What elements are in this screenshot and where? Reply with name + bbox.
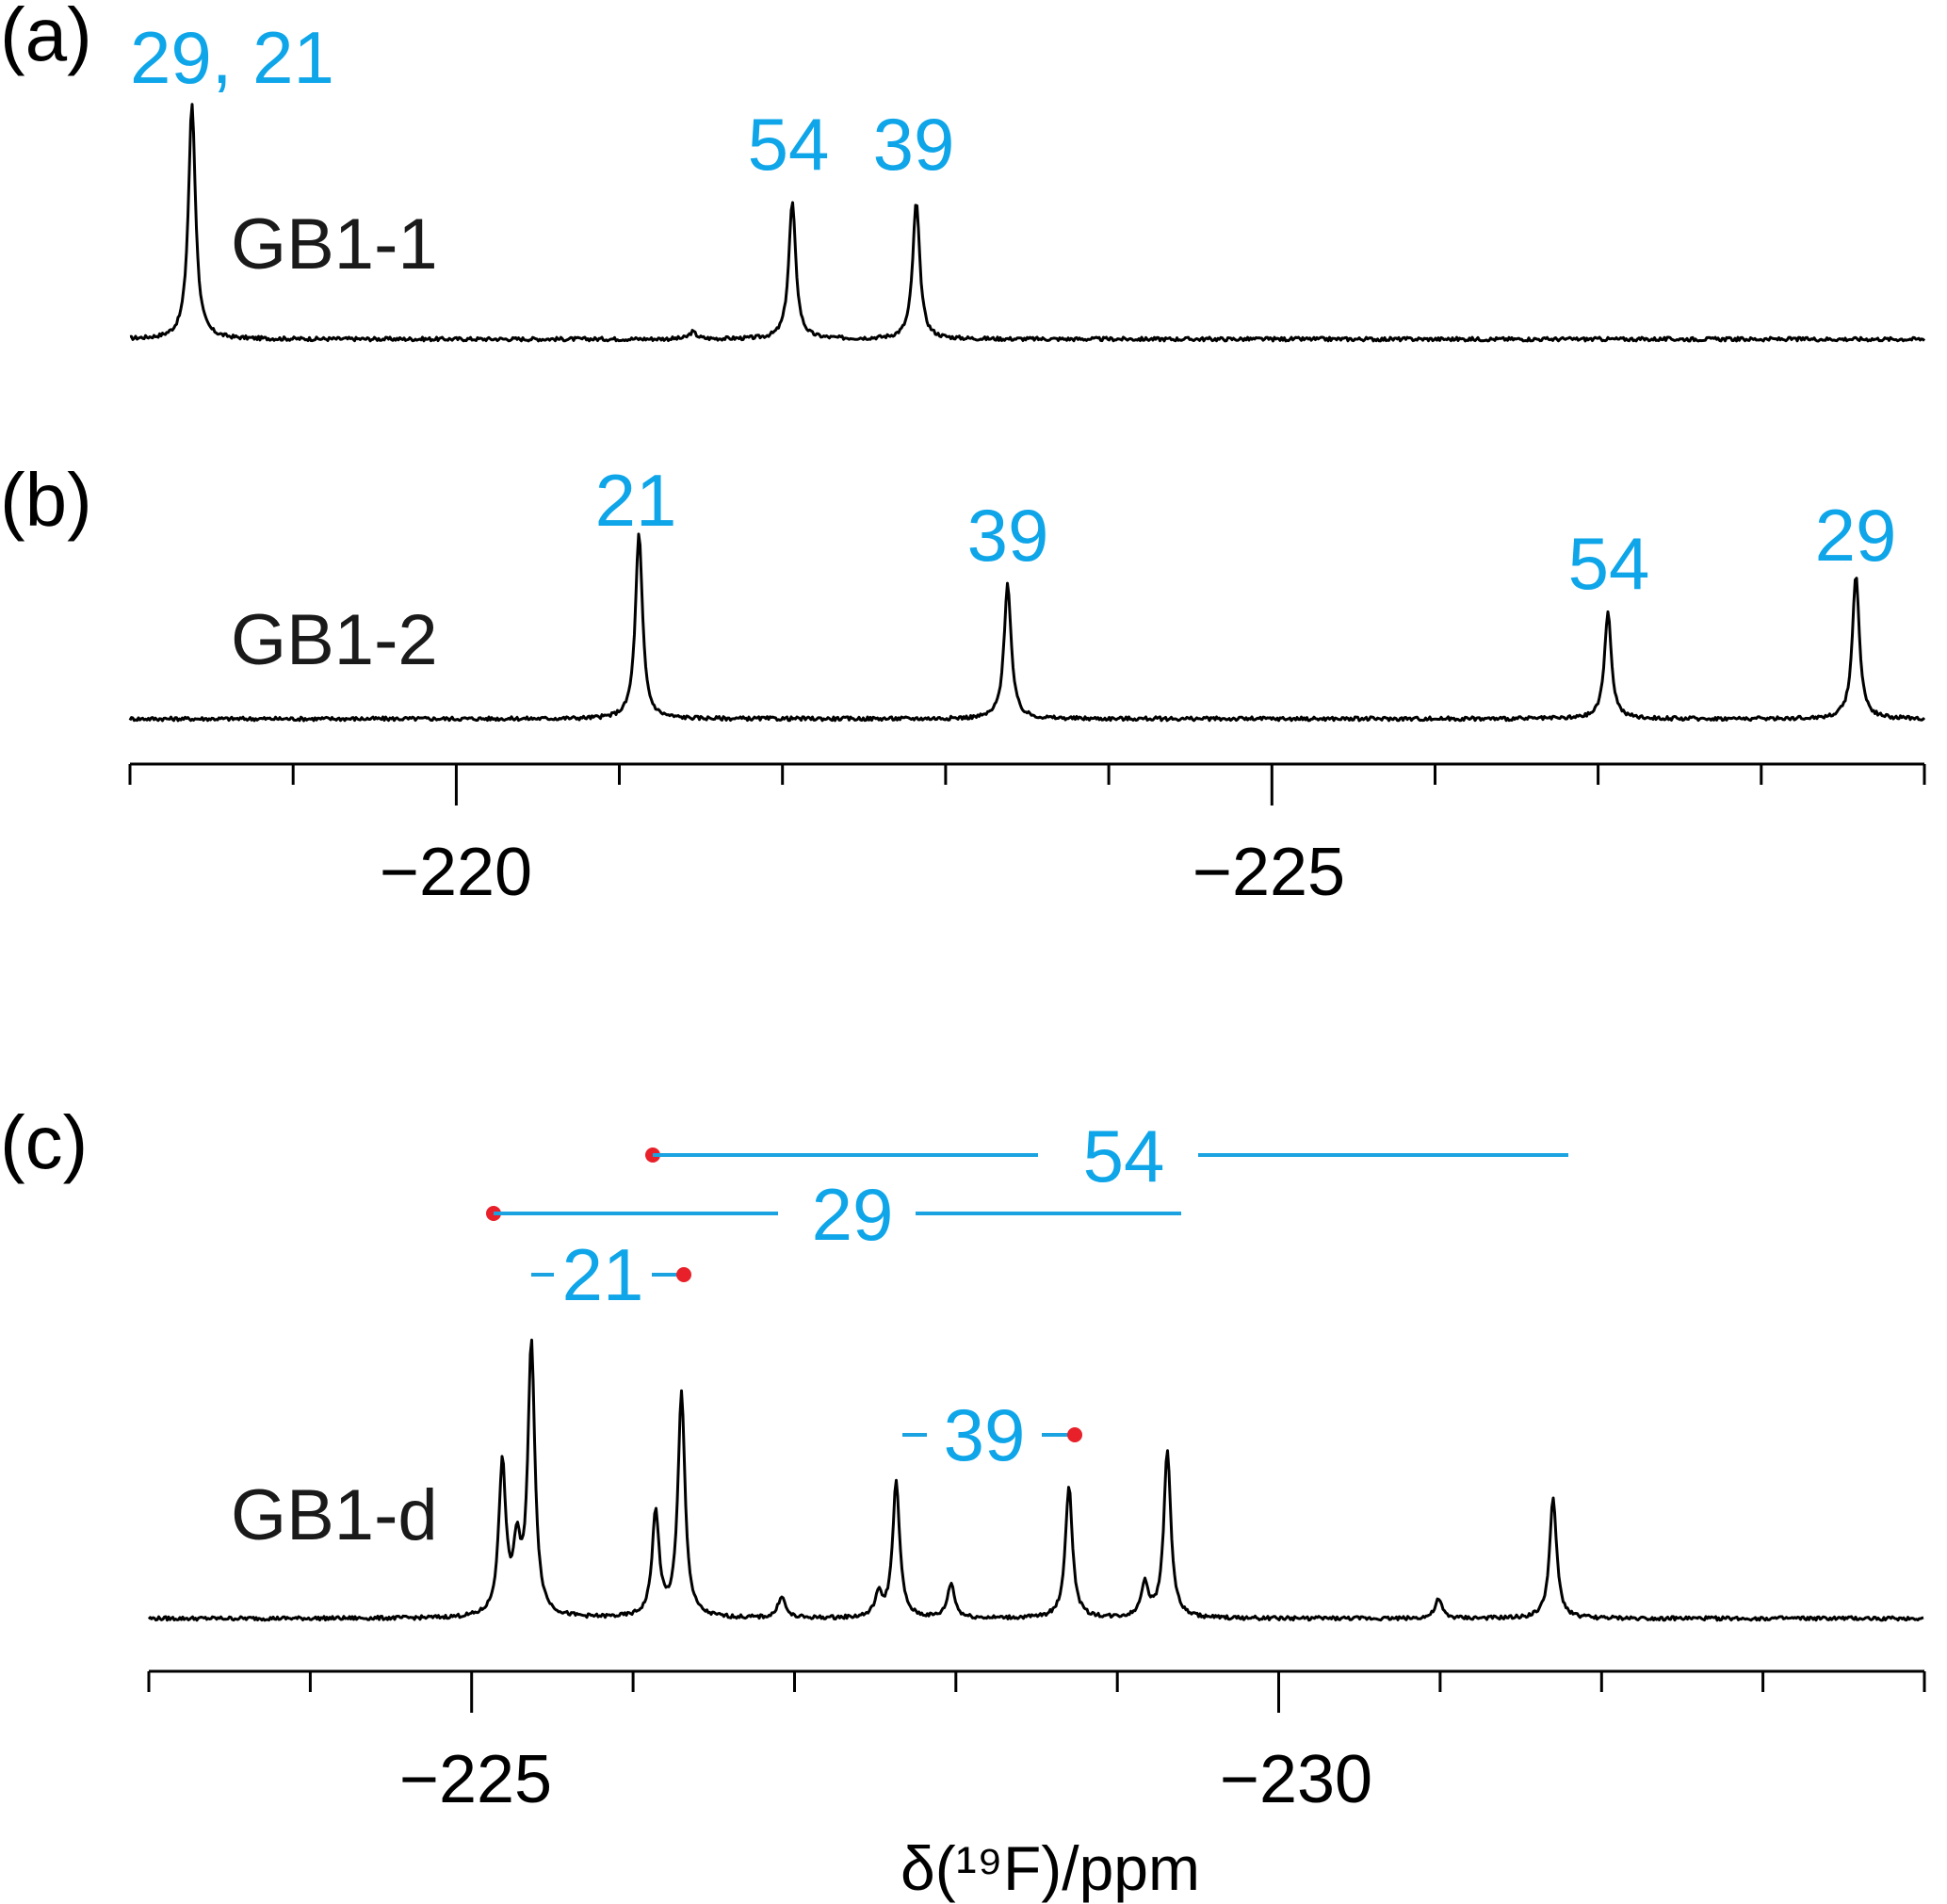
panel-b-peak-label-39: 39 [967,494,1049,577]
assignment-39-label: 39 [944,1393,1026,1476]
assignment-39: 39 [902,1393,1082,1476]
assignment-29: 29 [486,1173,1181,1256]
bottom-axis-tick-label-225: −225 [399,1742,552,1817]
panel-a-letter: (a) [0,0,92,76]
assignment-21: 21 [531,1233,691,1316]
panel-c: (c) GB1-d 54 29 21 39 [0,1100,1926,1903]
panel-b-sample-label: GB1-2 [231,600,438,680]
assignment-39-dot [1067,1427,1082,1442]
panel-a: (a) GB1-1 29, 21 54 39 [0,0,1926,343]
panel-b-spectrum-trace [128,532,1926,723]
assignment-21-dot [676,1267,691,1282]
assignment-21-label: 21 [562,1233,644,1316]
assignment-29-label: 29 [812,1173,894,1256]
panel-a-peak-label-39: 39 [873,103,955,186]
panel-b-peak-label-21: 21 [595,459,677,542]
panel-c-sample-label: GB1-d [231,1475,438,1555]
panel-a-sample-label: GB1-1 [231,204,438,285]
bottom-axis-ticks [147,1671,1926,1713]
panel-a-spectrum-trace [129,103,1926,343]
panel-b-letter: (b) [0,458,92,542]
top-axis-tick-label-225: −225 [1193,835,1345,910]
panel-c-letter: (c) [0,1100,88,1184]
x-axis-title: δ(¹⁹F)/ppm [900,1833,1200,1903]
panel-b: (b) GB1-2 21 39 54 29 −220 −225 [0,458,1926,910]
panel-c-spectrum-trace [147,1338,1924,1622]
panel-b-peak-label-29: 29 [1815,494,1897,577]
panel-a-peak-label-29-21: 29, 21 [130,16,334,99]
top-x-axis: −220 −225 [128,762,1926,910]
assignment-54-label: 54 [1083,1115,1165,1197]
panel-a-peak-label-54: 54 [748,103,830,186]
panel-b-peak-label-54: 54 [1568,522,1650,605]
assignment-54: 54 [645,1115,1568,1197]
top-axis-tick-label-220: −220 [380,835,532,910]
bottom-axis-tick-label-230: −230 [1220,1742,1372,1817]
bottom-x-axis: −225 −230 δ(¹⁹F)/ppm [147,1669,1926,1903]
top-axis-ticks [128,764,1926,806]
